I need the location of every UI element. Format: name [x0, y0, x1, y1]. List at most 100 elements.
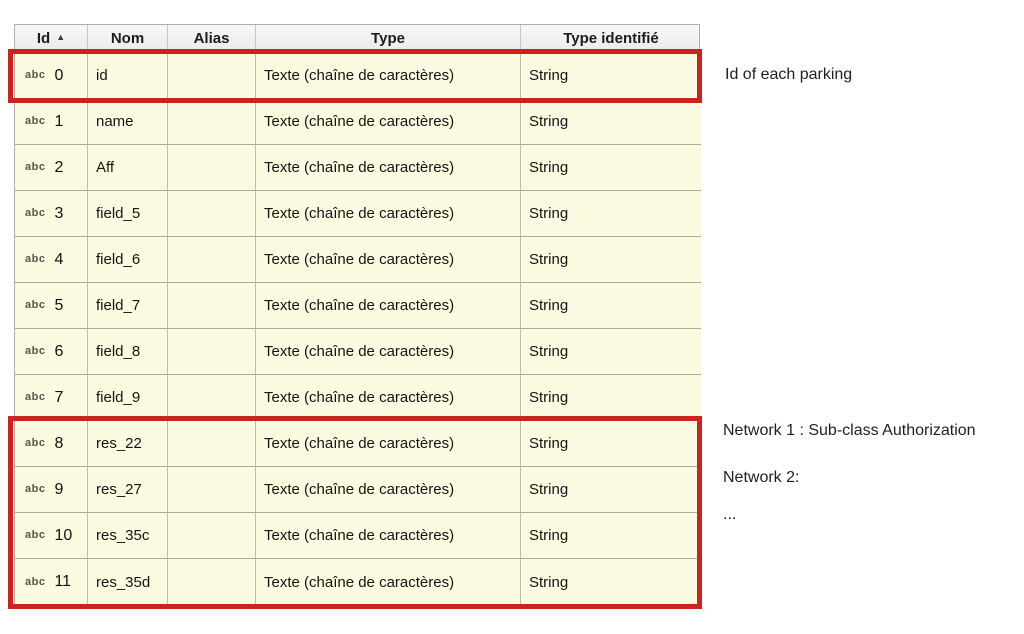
cell-alias[interactable] — [168, 191, 256, 237]
cell-nom[interactable]: res_27 — [88, 467, 168, 513]
column-header-type-label: Type — [371, 30, 405, 47]
text-type-icon: abc — [25, 391, 46, 403]
table-row[interactable]: abc 5 field_7 Texte (chaîne de caractères) S… — [15, 283, 701, 329]
column-header-id[interactable]: Id ▲ — [15, 25, 88, 52]
table-row[interactable]: abc 1 name Texte (chaîne de caractères) Stri… — [15, 99, 701, 145]
cell-nom[interactable]: field_8 — [88, 329, 168, 375]
cell-id[interactable]: abc 11 — [15, 559, 88, 605]
field-id-value: 4 — [54, 250, 64, 268]
cell-id[interactable]: abc 3 — [15, 191, 88, 237]
cell-nom[interactable]: id — [88, 53, 168, 99]
cell-id[interactable]: abc 2 — [15, 145, 88, 191]
cell-nom[interactable]: Aff — [88, 145, 168, 191]
column-header-type[interactable]: Type — [256, 25, 521, 52]
table-row[interactable]: abc 9 res_27 Texte (chaîne de caractères) St… — [15, 467, 701, 513]
cell-id[interactable]: abc 8 — [15, 421, 88, 467]
text-type-icon: abc — [25, 575, 46, 588]
cell-type-identifie[interactable]: String — [521, 513, 701, 559]
cell-nom[interactable]: res_22 — [88, 421, 168, 467]
table-row[interactable]: abc 0 id Texte (chaîne de caractères) String — [15, 53, 701, 99]
cell-alias[interactable] — [168, 53, 256, 99]
cell-type-identifie[interactable]: String — [521, 145, 701, 191]
text-type-icon: abc — [25, 207, 46, 219]
cell-alias[interactable] — [168, 421, 256, 467]
cell-nom[interactable]: res_35c — [88, 513, 168, 559]
cell-type-identifie[interactable]: String — [521, 329, 701, 375]
cell-id[interactable]: abc 9 — [15, 467, 88, 513]
sort-ascending-icon: ▲ — [56, 32, 66, 42]
cell-type[interactable]: Texte (chaîne de caractères) — [256, 145, 521, 191]
cell-alias[interactable] — [168, 145, 256, 191]
cell-type[interactable]: Texte (chaîne de caractères) — [256, 329, 521, 375]
cell-type[interactable]: Texte (chaîne de caractères) — [256, 559, 521, 605]
cell-type-identifie[interactable]: String — [521, 421, 701, 467]
cell-type-identifie[interactable]: String — [521, 99, 701, 145]
cell-type[interactable]: Texte (chaîne de caractères) — [256, 283, 521, 329]
cell-nom[interactable]: field_5 — [88, 191, 168, 237]
cell-type[interactable]: Texte (chaîne de caractères) — [256, 191, 521, 237]
cell-nom[interactable]: field_7 — [88, 283, 168, 329]
field-id-value: 0 — [54, 66, 64, 84]
table-row[interactable]: abc 3 field_5 Texte (chaîne de caractères) S… — [15, 191, 701, 237]
column-header-type-identifie[interactable]: Type identifié — [521, 25, 701, 52]
cell-alias[interactable] — [168, 99, 256, 145]
table-body: abc 0 id Texte (chaîne de caractères) String… — [15, 53, 701, 605]
field-id-value: 1 — [54, 112, 64, 130]
cell-id[interactable]: abc 6 — [15, 329, 88, 375]
cell-type-identifie[interactable]: String — [521, 559, 701, 605]
table-row[interactable]: abc 8 res_22 Texte (chaîne de caractères) St… — [15, 421, 701, 467]
cell-alias[interactable] — [168, 467, 256, 513]
annotation-network-2: Network 2: — [723, 469, 800, 486]
column-header-nom[interactable]: Nom — [88, 25, 168, 52]
cell-alias[interactable] — [168, 513, 256, 559]
cell-type-identifie[interactable]: String — [521, 191, 701, 237]
cell-type-identifie[interactable]: String — [521, 283, 701, 329]
cell-id[interactable]: abc 1 — [15, 99, 88, 145]
cell-id[interactable]: abc 4 — [15, 237, 88, 283]
column-header-nom-label: Nom — [110, 30, 145, 47]
table-row[interactable]: abc 6 field_8 Texte (chaîne de caractères) S… — [15, 329, 701, 375]
cell-type-identifie[interactable]: String — [521, 237, 701, 283]
cell-type[interactable]: Texte (chaîne de caractères) — [256, 99, 521, 145]
text-type-icon: abc — [25, 437, 46, 449]
cell-alias[interactable] — [168, 559, 256, 605]
table-row[interactable]: abc 11 res_35d Texte (chaîne de caractères)… — [15, 559, 701, 605]
cell-type[interactable]: Texte (chaîne de caractères) — [256, 375, 521, 421]
field-id-value: 6 — [54, 342, 64, 360]
cell-id[interactable]: abc 7 — [15, 375, 88, 421]
cell-id[interactable]: abc 0 — [15, 53, 88, 99]
cell-alias[interactable] — [168, 283, 256, 329]
cell-type-identifie[interactable]: String — [521, 467, 701, 513]
fields-table: Id ▲ Nom Alias Type Type identifié abc 0 i… — [14, 24, 701, 606]
cell-type[interactable]: Texte (chaîne de caractères) — [256, 53, 521, 99]
cell-type[interactable]: Texte (chaîne de caractères) — [256, 513, 521, 559]
text-type-icon: abc — [25, 253, 46, 265]
text-type-icon: abc — [25, 161, 46, 173]
cell-alias[interactable] — [168, 329, 256, 375]
cell-nom[interactable]: name — [88, 99, 168, 145]
cell-type-identifie[interactable]: String — [521, 375, 701, 421]
cell-type-identifie[interactable]: String — [521, 53, 701, 99]
table-header-row: Id ▲ Nom Alias Type Type identifié — [15, 25, 699, 53]
field-id-value: 9 — [54, 480, 64, 498]
column-header-id-label: Id — [36, 30, 51, 47]
cell-type[interactable]: Texte (chaîne de caractères) — [256, 237, 521, 283]
cell-type[interactable]: Texte (chaîne de caractères) — [256, 421, 521, 467]
cell-nom[interactable]: field_9 — [88, 375, 168, 421]
table-row[interactable]: abc 7 field_9 Texte (chaîne de caractères) S… — [15, 375, 701, 421]
cell-nom[interactable]: field_6 — [88, 237, 168, 283]
cell-type[interactable]: Texte (chaîne de caractères) — [256, 467, 521, 513]
field-id-value: 7 — [54, 388, 64, 406]
cell-id[interactable]: abc 5 — [15, 283, 88, 329]
cell-id[interactable]: abc 10 — [15, 513, 88, 559]
annotation-network-1: Network 1 : Sub-class Authorization — [723, 422, 976, 439]
cell-alias[interactable] — [168, 375, 256, 421]
cell-nom[interactable]: res_35d — [88, 559, 168, 605]
table-row[interactable]: abc 4 field_6 Texte (chaîne de caractères) S… — [15, 237, 701, 283]
table-row[interactable]: abc 10 res_35c Texte (chaîne de caractères)… — [15, 513, 701, 559]
field-id-value: 3 — [54, 204, 64, 222]
column-header-type-identifie-label: Type identifié — [563, 30, 659, 47]
cell-alias[interactable] — [168, 237, 256, 283]
table-row[interactable]: abc 2 Aff Texte (chaîne de caractères) Strin… — [15, 145, 701, 191]
column-header-alias[interactable]: Alias — [168, 25, 256, 52]
